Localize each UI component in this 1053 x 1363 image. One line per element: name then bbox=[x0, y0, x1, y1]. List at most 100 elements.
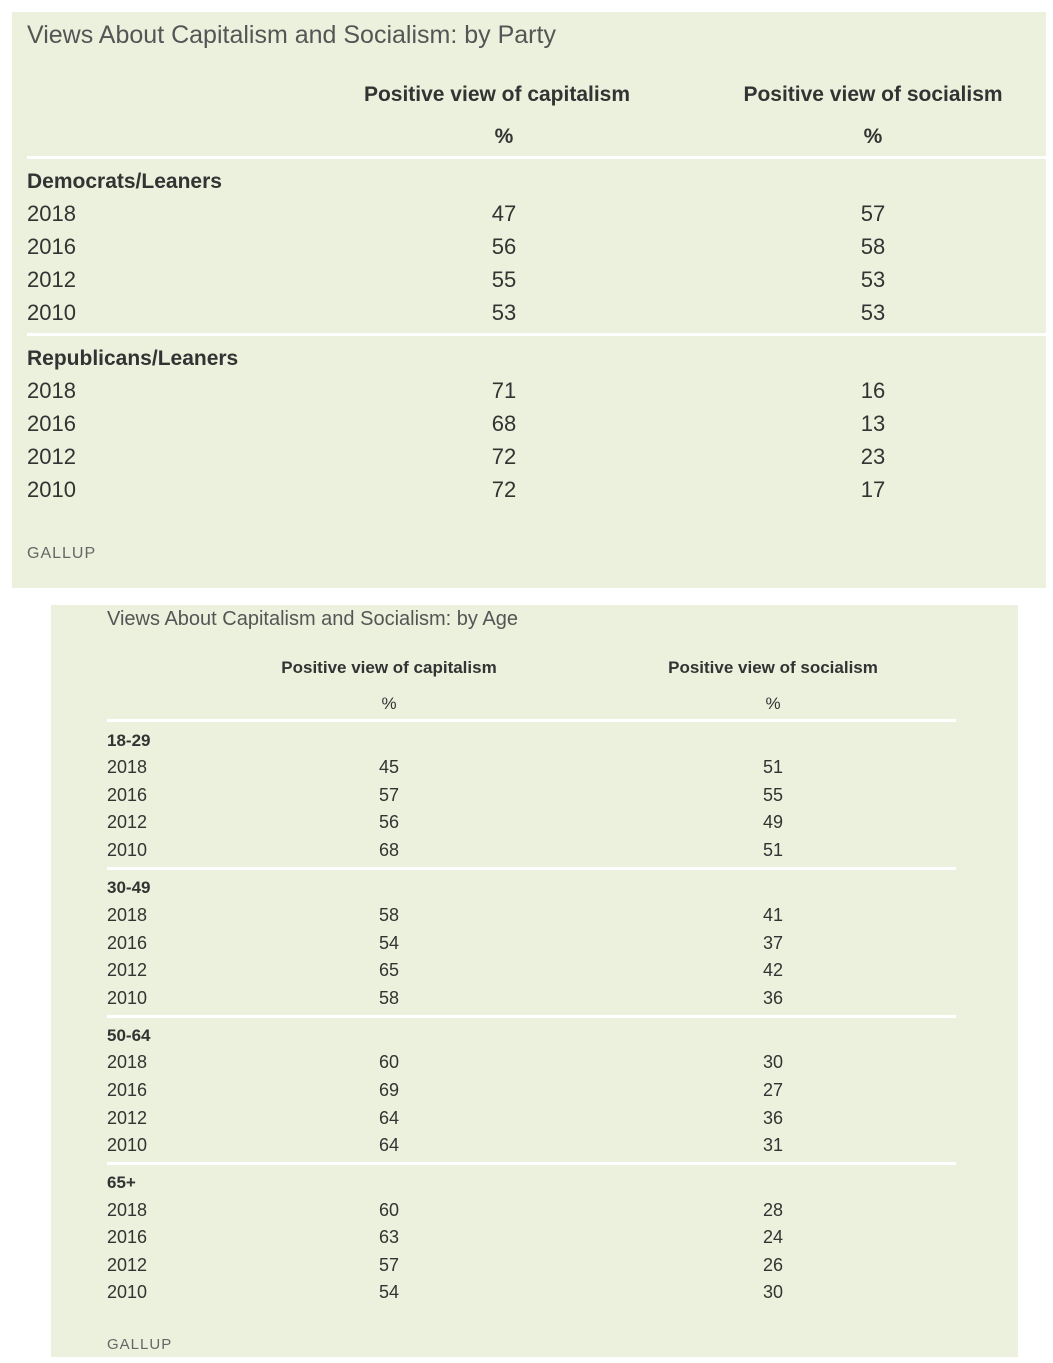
socialism-value: 13 bbox=[860, 411, 886, 436]
table-row: 2016 56 58 bbox=[27, 234, 1037, 267]
table-row: 2018 45 51 bbox=[107, 757, 957, 785]
group-divider bbox=[107, 1162, 956, 1165]
group-label: 65+ bbox=[107, 1173, 136, 1192]
age-table-panel: Views About Capitalism and Socialism: by… bbox=[51, 605, 1018, 1357]
socialism-value: 51 bbox=[762, 839, 784, 860]
header-divider bbox=[107, 719, 956, 722]
socialism-value: 26 bbox=[762, 1254, 784, 1275]
table-row: 2010 72 17 bbox=[27, 477, 1037, 510]
table-row: 2012 56 49 bbox=[107, 812, 957, 840]
year-cell: 2018 bbox=[107, 1052, 148, 1072]
year-cell: 2010 bbox=[107, 839, 148, 860]
group-divider bbox=[107, 867, 956, 870]
capitalism-value: 64 bbox=[378, 1107, 400, 1128]
year-cell: 2012 bbox=[107, 1107, 148, 1128]
table-row: 2012 64 36 bbox=[107, 1108, 957, 1136]
year-cell: 2018 bbox=[27, 201, 76, 226]
group-label: 50-64 bbox=[107, 1026, 151, 1045]
capitalism-unit-label: % bbox=[494, 125, 514, 148]
table-row: 2010 53 53 bbox=[27, 300, 1037, 333]
source-label: GALLUP bbox=[107, 1336, 173, 1353]
capitalism-value: 65 bbox=[378, 960, 400, 980]
year-cell: 2016 bbox=[107, 932, 148, 953]
capitalism-value: 60 bbox=[378, 1052, 400, 1072]
capitalism-value: 58 bbox=[378, 905, 400, 925]
year-cell: 2010 bbox=[27, 477, 76, 502]
capitalism-value: 63 bbox=[378, 1227, 400, 1247]
table-row: 2016 63 24 bbox=[107, 1227, 957, 1255]
capitalism-value: 56 bbox=[491, 234, 517, 259]
year-cell: 2018 bbox=[107, 905, 148, 925]
capitalism-value: 71 bbox=[491, 378, 517, 403]
source-label: GALLUP bbox=[27, 545, 97, 562]
year-cell: 2012 bbox=[107, 960, 148, 980]
socialism-value: 53 bbox=[860, 300, 886, 325]
capitalism-column-header: Positive view of capitalism bbox=[281, 658, 497, 677]
socialism-column-header: Positive view of socialism bbox=[668, 658, 878, 677]
table-row: 2012 57 26 bbox=[107, 1255, 957, 1283]
socialism-value: 58 bbox=[860, 234, 886, 259]
table-row: 2012 72 23 bbox=[27, 444, 1037, 477]
socialism-value: 41 bbox=[762, 905, 784, 925]
table-row: 2010 64 31 bbox=[107, 1135, 957, 1163]
group-divider bbox=[27, 333, 1046, 336]
year-cell: 2010 bbox=[107, 987, 148, 1008]
year-cell: 2012 bbox=[27, 444, 76, 469]
group-label: 18-29 bbox=[107, 731, 151, 750]
capitalism-value: 54 bbox=[378, 932, 400, 953]
socialism-value: 51 bbox=[762, 757, 784, 777]
capitalism-value: 64 bbox=[378, 1135, 400, 1155]
table-row: 2016 69 27 bbox=[107, 1080, 957, 1108]
socialism-value: 28 bbox=[762, 1200, 784, 1220]
socialism-value: 36 bbox=[762, 1107, 784, 1128]
capitalism-value: 68 bbox=[378, 839, 400, 860]
capitalism-value: 69 bbox=[378, 1080, 400, 1100]
socialism-value: 49 bbox=[762, 812, 784, 832]
group-label: Republicans/Leaners bbox=[27, 347, 239, 370]
socialism-value: 55 bbox=[762, 784, 784, 805]
party-table-title: Views About Capitalism and Socialism: by… bbox=[27, 21, 556, 49]
socialism-column-header: Positive view of socialism bbox=[743, 83, 1003, 106]
year-cell: 2016 bbox=[27, 411, 76, 436]
table-row: 2018 58 41 bbox=[107, 905, 957, 933]
year-cell: 2010 bbox=[107, 1282, 148, 1302]
table-row: 2018 60 28 bbox=[107, 1200, 957, 1228]
group-divider bbox=[107, 1015, 956, 1018]
capitalism-value: 72 bbox=[491, 477, 517, 502]
table-row: 2018 71 16 bbox=[27, 378, 1037, 411]
header-divider bbox=[27, 156, 1046, 159]
socialism-value: 24 bbox=[762, 1227, 784, 1247]
table-row: 2016 57 55 bbox=[107, 785, 957, 813]
socialism-value: 36 bbox=[762, 987, 784, 1008]
table-row: 2016 68 13 bbox=[27, 411, 1037, 444]
group-label: Democrats/Leaners bbox=[27, 170, 222, 193]
age-table-title: Views About Capitalism and Socialism: by… bbox=[107, 608, 518, 630]
capitalism-value: 60 bbox=[378, 1200, 400, 1220]
table-row: 2018 47 57 bbox=[27, 201, 1037, 234]
capitalism-column-header: Positive view of capitalism bbox=[363, 83, 631, 106]
year-cell: 2018 bbox=[107, 757, 148, 777]
capitalism-value: 55 bbox=[491, 267, 517, 292]
socialism-unit-label: % bbox=[765, 694, 781, 713]
socialism-value: 57 bbox=[860, 201, 886, 226]
year-cell: 2010 bbox=[27, 300, 76, 325]
year-cell: 2010 bbox=[107, 1135, 148, 1155]
year-cell: 2012 bbox=[27, 267, 76, 292]
capitalism-value: 56 bbox=[378, 812, 400, 832]
socialism-value: 30 bbox=[762, 1052, 784, 1072]
capitalism-value: 54 bbox=[378, 1282, 400, 1302]
socialism-value: 37 bbox=[762, 932, 784, 953]
group-label: 30-49 bbox=[107, 878, 151, 897]
table-row: 2010 58 36 bbox=[107, 988, 957, 1016]
socialism-value: 30 bbox=[762, 1282, 784, 1302]
capitalism-value: 57 bbox=[378, 1254, 400, 1275]
year-cell: 2016 bbox=[27, 234, 76, 259]
capitalism-value: 53 bbox=[491, 300, 517, 325]
year-cell: 2016 bbox=[107, 784, 148, 805]
party-table-panel: Views About Capitalism and Socialism: by… bbox=[12, 12, 1046, 588]
capitalism-value: 72 bbox=[491, 444, 517, 469]
table-row: 2012 65 42 bbox=[107, 960, 957, 988]
socialism-value: 17 bbox=[860, 477, 886, 502]
socialism-value: 42 bbox=[762, 960, 784, 980]
year-cell: 2012 bbox=[107, 1254, 148, 1275]
